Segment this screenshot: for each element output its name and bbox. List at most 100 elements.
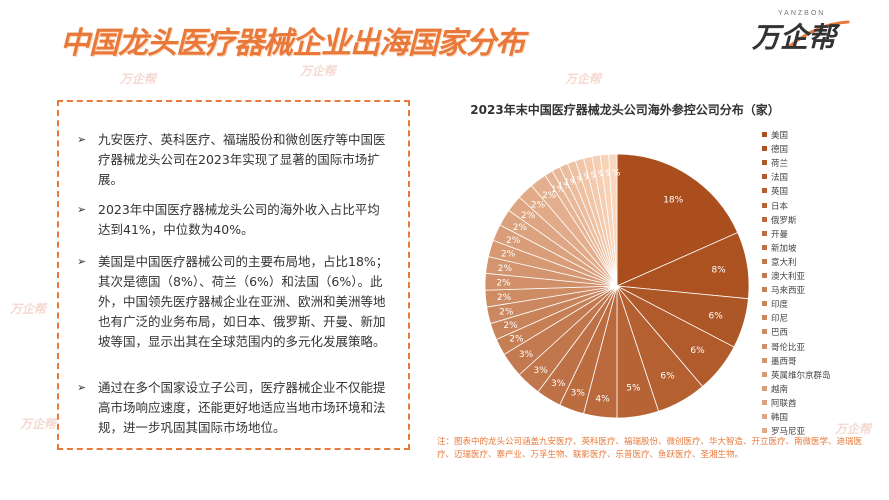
arrow-bullet-icon: ➢ — [77, 255, 87, 268]
pie-data-label-19: 2% — [506, 236, 521, 246]
pie-data-label-2: 8% — [711, 266, 726, 276]
legend-swatch — [762, 315, 767, 321]
pie-data-label-30: 1% — [592, 170, 607, 180]
legend-item: 美国 — [762, 130, 788, 143]
legend-swatch — [762, 287, 767, 293]
page-title: 中国龙头医疗器械企业出海国家分布 — [60, 26, 525, 61]
legend-item: 澳大利亚 — [762, 271, 805, 284]
pie-data-label-20: 2% — [513, 223, 528, 233]
legend-item: 俄罗斯 — [762, 215, 797, 228]
pie-data-label-12: 2% — [509, 335, 524, 345]
bullet-text: 通过在多个国家设立子公司，医疗器械企业不仅能提高市场响应速度，还能更好地适应当地… — [98, 380, 386, 435]
pie-data-label-10: 3% — [534, 366, 549, 376]
legend-label: 越南 — [771, 384, 789, 395]
legend-label: 印尼 — [771, 314, 789, 325]
bullet-item: ➢ 通过在多个国家设立子公司，医疗器械企业不仅能提高市场响应速度，还能更好地适应… — [77, 378, 392, 438]
legend-item: 英国 — [762, 186, 788, 199]
arrow-bullet-icon: ➢ — [77, 381, 87, 394]
legend-item: 荷兰 — [762, 158, 788, 171]
pie-data-label-1: 18% — [663, 196, 683, 206]
legend-item: 印度 — [762, 299, 788, 312]
legend-label: 美国 — [771, 131, 789, 141]
pie-data-label-21: 2% — [521, 211, 536, 221]
legend-item: 越南 — [762, 384, 788, 397]
brand-logo: YANZBON 万企帮 — [752, 10, 864, 60]
pie-data-label-24: 1% — [551, 185, 566, 195]
bullet-text: 2023年中国医疗器械龙头公司的海外收入占比平均达到41%，中位数为40%。 — [98, 202, 380, 237]
pie-data-label-16: 2% — [496, 278, 511, 288]
legend-swatch — [762, 329, 767, 335]
pie-data-label-11: 3% — [519, 350, 534, 360]
pie-data-label-29: 1% — [585, 171, 600, 181]
pie-slice-32 — [608, 153, 618, 287]
legend-label: 澳大利亚 — [771, 272, 806, 282]
legend-swatch — [762, 301, 767, 307]
bullet-text: 美国是中国医疗器械公司的主要布局地，占比18%；其次是德国（8%）、荷兰（6%）… — [98, 254, 389, 349]
arrow-bullet-icon: ➢ — [77, 133, 87, 146]
pie-slice-1 — [616, 153, 739, 287]
legend-label: 日本 — [771, 201, 789, 212]
pie-data-label-28: 1% — [578, 173, 593, 183]
legend-swatch — [762, 371, 767, 377]
legend-label: 德国 — [771, 145, 789, 156]
legend-label: 荷兰 — [771, 159, 789, 170]
chart-note: 注：图表中的龙头公司涵盖九安医疗、英科医疗、福瑞股份、微创医疗、华大智造、开立医… — [437, 437, 863, 460]
legend-item: 哥伦比亚 — [762, 342, 805, 355]
legend-swatch — [762, 428, 767, 434]
arrow-bullet-icon: ➢ — [77, 203, 87, 216]
bullet-item: ➢ 美国是中国医疗器械公司的主要布局地，占比18%；其次是德国（8%）、荷兰（6… — [77, 252, 392, 352]
pie-data-label-23: 2% — [542, 191, 557, 201]
pie-data-label-15: 2% — [497, 293, 512, 303]
logo-text: 万企帮 — [752, 21, 837, 54]
pie-data-label-18: 2% — [501, 250, 516, 260]
pie-data-label-26: 1% — [564, 178, 579, 188]
legend-label: 英属维尔京群岛 — [771, 370, 831, 381]
legend-swatch — [762, 357, 767, 363]
legend-label: 巴西 — [771, 328, 789, 339]
legend-label: 法国 — [771, 173, 789, 184]
legend-label: 罗马尼亚 — [771, 427, 806, 438]
bullet-item: ➢ 九安医疗、英科医疗、福瑞股份和微创医疗等中国医疗器械龙头公司在2023年实现… — [77, 130, 392, 190]
legend-swatch — [762, 216, 767, 222]
pie-data-label-32: 1% — [606, 169, 621, 179]
legend-swatch — [762, 244, 767, 250]
logo-swoosh-icon — [788, 20, 850, 48]
legend-item: 日本 — [762, 201, 788, 214]
legend-label: 墨西哥 — [771, 356, 797, 367]
legend-item: 新加坡 — [762, 243, 797, 256]
pie-data-label-31: 1% — [599, 169, 614, 179]
chart-title: 2023年末中国医疗器械龙头公司海外参控公司分布（家） — [470, 103, 780, 117]
legend-swatch — [762, 132, 767, 137]
legend-swatch — [762, 202, 767, 208]
summary-box: ➢ 九安医疗、英科医疗、福瑞股份和微创医疗等中国医疗器械龙头公司在2023年实现… — [57, 100, 410, 450]
legend-label: 印度 — [771, 300, 789, 311]
legend-item: 意大利 — [762, 257, 797, 270]
legend-swatch — [762, 174, 767, 180]
pie-data-label-14: 2% — [499, 307, 514, 317]
pie-data-label-7: 4% — [595, 395, 610, 405]
pie-data-label-17: 2% — [498, 264, 513, 274]
legend-item: 墨西哥 — [762, 356, 797, 369]
legend-swatch — [762, 273, 767, 278]
legend-swatch — [762, 385, 767, 391]
legend-item: 法国 — [762, 172, 788, 185]
legend-label: 俄罗斯 — [771, 215, 797, 226]
pie-data-label-3: 6% — [709, 311, 724, 321]
pie-data-label-13: 2% — [503, 321, 518, 331]
pie-data-label-25: 1% — [557, 181, 572, 191]
legend-label: 开曼 — [771, 229, 789, 240]
legend-swatch — [762, 343, 767, 349]
legend-item: 德国 — [762, 144, 788, 157]
legend-swatch — [762, 414, 767, 419]
legend-label: 韩国 — [771, 413, 789, 423]
pie-data-label-22: 2% — [531, 201, 546, 211]
legend-swatch — [762, 160, 767, 166]
legend-item: 印尼 — [762, 313, 788, 326]
legend-item: 马来西亚 — [762, 285, 805, 298]
legend-label: 马来西亚 — [771, 286, 806, 297]
legend-swatch — [762, 188, 767, 194]
pie-data-label-5: 6% — [660, 372, 675, 382]
legend-item: 阿联酋 — [762, 398, 797, 411]
legend-item: 英属维尔京群岛 — [762, 370, 831, 383]
